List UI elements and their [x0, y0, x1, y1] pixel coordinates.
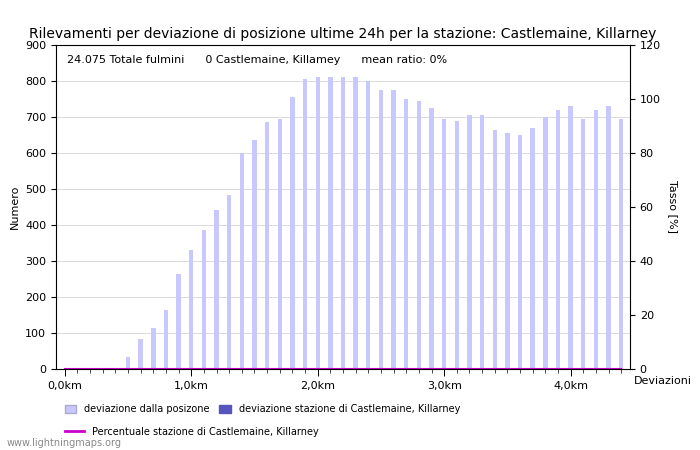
Bar	[379, 90, 383, 369]
Bar	[594, 110, 598, 369]
Bar	[214, 210, 219, 369]
Bar	[493, 130, 497, 369]
Bar	[278, 119, 282, 369]
Bar	[429, 108, 434, 369]
Bar	[442, 119, 447, 369]
Bar	[531, 128, 535, 369]
Legend: deviazione dalla posizone, deviazione stazione di Castlemaine, Killarney: deviazione dalla posizone, deviazione st…	[61, 400, 464, 418]
Bar	[581, 119, 585, 369]
Bar	[290, 97, 295, 369]
Bar	[480, 115, 484, 369]
Bar	[303, 79, 307, 369]
Bar	[189, 250, 193, 369]
Bar	[568, 106, 573, 369]
Bar	[252, 140, 257, 369]
Text: 24.075 Totale fulmini      0 Castlemaine, Killamey      mean ratio: 0%: 24.075 Totale fulmini 0 Castlemaine, Kil…	[67, 55, 447, 65]
Bar	[139, 339, 143, 369]
Bar	[454, 121, 459, 369]
Bar	[176, 274, 181, 369]
Bar	[543, 117, 547, 369]
Bar	[467, 115, 472, 369]
Bar	[619, 119, 624, 369]
Bar	[164, 310, 168, 369]
Title: Rilevamenti per deviazione di posizione ultime 24h per la stazione: Castlemaine,: Rilevamenti per deviazione di posizione …	[29, 27, 657, 41]
Bar	[328, 77, 332, 369]
Bar	[366, 81, 370, 369]
Bar	[265, 122, 270, 369]
Bar	[151, 328, 155, 369]
Text: www.lightningmaps.org: www.lightningmaps.org	[7, 438, 122, 448]
Bar	[505, 133, 510, 369]
Bar	[416, 101, 421, 369]
Bar	[202, 230, 206, 369]
Bar	[518, 135, 522, 369]
Bar	[556, 110, 560, 369]
Bar	[101, 368, 105, 369]
Legend: Percentuale stazione di Castlemaine, Killarney: Percentuale stazione di Castlemaine, Kil…	[61, 423, 323, 441]
Text: Deviazioni: Deviazioni	[634, 376, 692, 386]
Bar	[239, 153, 244, 369]
Bar	[404, 99, 408, 369]
Y-axis label: Numero: Numero	[10, 185, 20, 229]
Bar	[227, 195, 232, 369]
Bar	[354, 77, 358, 369]
Bar	[316, 77, 320, 369]
Bar	[391, 90, 395, 369]
Bar	[126, 357, 130, 369]
Bar	[606, 106, 610, 369]
Y-axis label: Tasso [%]: Tasso [%]	[668, 180, 678, 234]
Bar	[341, 77, 345, 369]
